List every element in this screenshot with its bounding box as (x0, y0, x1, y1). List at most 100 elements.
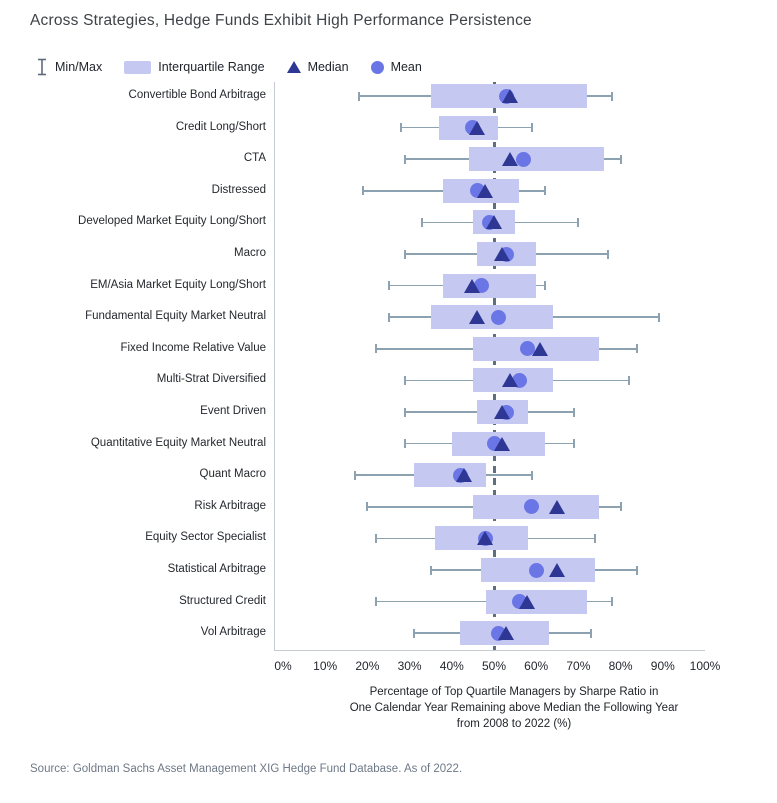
category-label: Credit Long/Short (175, 120, 266, 133)
median-marker (455, 468, 472, 483)
mean-marker (490, 309, 506, 325)
category-label: Fixed Income Relative Value (120, 341, 266, 354)
median-marker (498, 626, 515, 641)
min-cap (357, 91, 360, 101)
mean-circle-icon (370, 60, 384, 74)
mean-marker (524, 499, 540, 515)
x-tick-label: 80% (608, 659, 633, 673)
max-cap (636, 565, 639, 575)
median-marker (548, 499, 565, 514)
iqr-box-icon (124, 60, 152, 74)
median-marker (531, 341, 548, 356)
max-cap (543, 186, 546, 196)
min-cap (362, 186, 365, 196)
legend-item-median: Median (286, 60, 349, 74)
category-label: Structured Credit (179, 594, 266, 607)
max-cap (657, 312, 660, 322)
min-cap (374, 597, 377, 607)
x-axis-caption-line: Percentage of Top Quartile Managers by S… (369, 686, 659, 698)
min-cap (412, 628, 415, 638)
x-tick-label: 50% (481, 659, 507, 673)
category-label: Quantitative Equity Market Neutral (90, 436, 266, 449)
min-cap (404, 439, 407, 449)
category-label: Convertible Bond Arbitrage (128, 89, 266, 101)
category-label: EM/Asia Market Equity Long/Short (90, 278, 266, 291)
median-marker (548, 563, 565, 577)
min-cap (429, 565, 432, 575)
category-label: Statistical Arbitrage (167, 563, 266, 575)
legend-item-minmax: Min/Max (36, 58, 102, 76)
min-cap (421, 217, 424, 227)
max-cap (573, 407, 576, 417)
max-cap (611, 597, 614, 607)
median-marker (485, 215, 502, 230)
source-note: Source: Goldman Sachs Asset Management X… (30, 763, 463, 775)
legend: Min/Max Interquartile Range Median Mean (36, 58, 422, 76)
max-cap (590, 628, 593, 638)
median-triangle-icon (286, 61, 301, 73)
legend-iqr-label: Interquartile Range (158, 60, 265, 74)
x-tick-label: 70% (566, 659, 591, 673)
reference-line-50pct (492, 82, 496, 650)
x-axis-caption-line: from 2008 to 2022 (%) (456, 718, 572, 730)
category-label: Macro (234, 247, 266, 259)
category-label: Quant Macro (199, 468, 266, 481)
category-label: Equity Sector Specialist (145, 531, 266, 544)
x-axis-caption: Percentage of Top Quartile Managers by S… (350, 684, 679, 732)
max-cap (577, 217, 580, 227)
min-cap (374, 344, 377, 354)
minmax-whisker-icon (38, 58, 46, 76)
min-cap (387, 281, 390, 291)
max-cap (636, 344, 639, 354)
max-cap (573, 439, 576, 449)
x-tick-label: 10% (313, 659, 338, 673)
category-label: Multi-Strat Diversified (156, 373, 266, 386)
iqr-box (413, 463, 486, 488)
x-axis-caption-line: One Calendar Year Remaining above Median… (349, 702, 679, 714)
legend-mean-label: Mean (390, 60, 422, 74)
min-cap (404, 375, 407, 385)
mean-marker (516, 151, 532, 167)
x-tick-label: 0% (274, 659, 292, 673)
iqr-box (443, 273, 537, 298)
max-cap (594, 533, 597, 543)
category-label: CTA (243, 152, 266, 165)
max-cap (611, 91, 614, 101)
category-label: Vol Arbitrage (200, 626, 266, 639)
legend-item-iqr: Interquartile Range (124, 60, 265, 74)
min-cap (404, 249, 407, 259)
median-marker (468, 310, 485, 325)
iqr-box (485, 589, 587, 614)
median-marker (493, 436, 510, 451)
legend-item-mean: Mean (370, 60, 422, 74)
x-tick-label: 100% (689, 659, 721, 673)
x-axis-line (274, 650, 705, 651)
median-marker (468, 120, 485, 135)
category-label: Developed Market Equity Long/Short (78, 215, 266, 228)
median-marker (477, 531, 494, 546)
x-tick-label: 90% (650, 659, 675, 673)
median-marker (502, 373, 519, 388)
legend-minmax-label: Min/Max (55, 60, 103, 74)
max-cap (543, 281, 546, 291)
min-cap (366, 502, 369, 512)
x-tick-label: 30% (397, 659, 422, 673)
category-label: Risk Arbitrage (194, 499, 266, 512)
mean-marker (528, 562, 544, 578)
median-marker (464, 278, 481, 293)
max-cap (530, 123, 533, 133)
median-marker (493, 247, 510, 261)
median-marker (502, 89, 519, 103)
median-marker (477, 183, 494, 198)
min-cap (374, 533, 377, 543)
legend-median-label: Median (307, 60, 349, 74)
max-cap (619, 154, 622, 164)
mean-marker (520, 341, 536, 357)
max-cap (628, 375, 631, 385)
median-marker (502, 152, 519, 167)
x-tick-label: 40% (439, 659, 464, 673)
x-tick-label: 20% (355, 659, 380, 673)
median-marker (493, 405, 510, 419)
